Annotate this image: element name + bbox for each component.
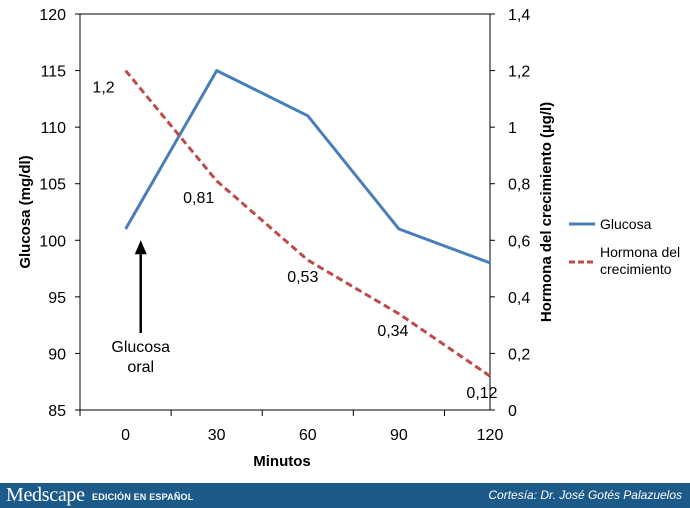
brand-logo: Medscape: [6, 484, 85, 506]
legend-label-glucose: Glucosa: [600, 216, 652, 232]
left-tick-label: 100: [39, 233, 66, 250]
x-tick-label: 0: [121, 427, 130, 444]
right-tick-label: 0,4: [508, 290, 530, 307]
left-axis-title: Glucosa (mg/dl): [17, 155, 34, 268]
data-label: 0,81: [183, 190, 214, 207]
annotation-text: oral: [127, 359, 154, 376]
series-line-glucose: [124, 69, 491, 265]
right-tick-label: 1,2: [508, 64, 530, 81]
courtesy-text: Cortesía: Dr. José Gotés Palazuelos: [488, 488, 682, 502]
x-tick-label: 120: [477, 427, 504, 444]
legend-label-hormone: Hormona del: [600, 244, 680, 260]
data-label: 1,2: [92, 80, 114, 97]
left-tick-label: 110: [40, 120, 66, 137]
plot-area: [79, 13, 491, 411]
left-tick-label: 115: [40, 64, 66, 81]
right-tick-label: 0,2: [508, 346, 530, 363]
x-tick-label: 90: [390, 427, 408, 444]
annotation-arrow-head: [134, 240, 147, 255]
right-tick-label: 1: [508, 120, 517, 137]
footer-bar: Medscape EDICIÓN EN ESPAÑOL Cortesía: Dr…: [0, 483, 690, 508]
right-tick-label: 1,4: [508, 7, 530, 24]
right-tick-label: 0,8: [508, 177, 530, 194]
left-tick-label: 95: [48, 290, 66, 307]
left-tick-label: 105: [39, 177, 66, 194]
x-axis-title: Minutos: [253, 453, 311, 470]
right-tick-label: 0,6: [508, 233, 530, 250]
right-tick-label: 0: [508, 403, 517, 420]
x-tick-label: 30: [208, 427, 226, 444]
left-tick-label: 85: [48, 403, 66, 420]
data-label: 0,34: [377, 323, 408, 340]
x-tick-label: 60: [299, 427, 317, 444]
left-tick-label: 120: [39, 7, 66, 24]
chart: 85909510010511011512000,20,40,60,811,21,…: [17, 7, 680, 470]
legend-label-hormone: crecimiento: [600, 261, 672, 277]
data-label: 0,53: [287, 269, 318, 286]
annotation-text: Glucosa: [111, 339, 170, 356]
brand-edition: EDICIÓN EN ESPAÑOL: [92, 492, 194, 502]
left-tick-label: 90: [48, 346, 66, 363]
data-label: 0,12: [466, 385, 497, 402]
right-axis-title: Hormona del crecimiento (µg/l): [538, 102, 555, 322]
